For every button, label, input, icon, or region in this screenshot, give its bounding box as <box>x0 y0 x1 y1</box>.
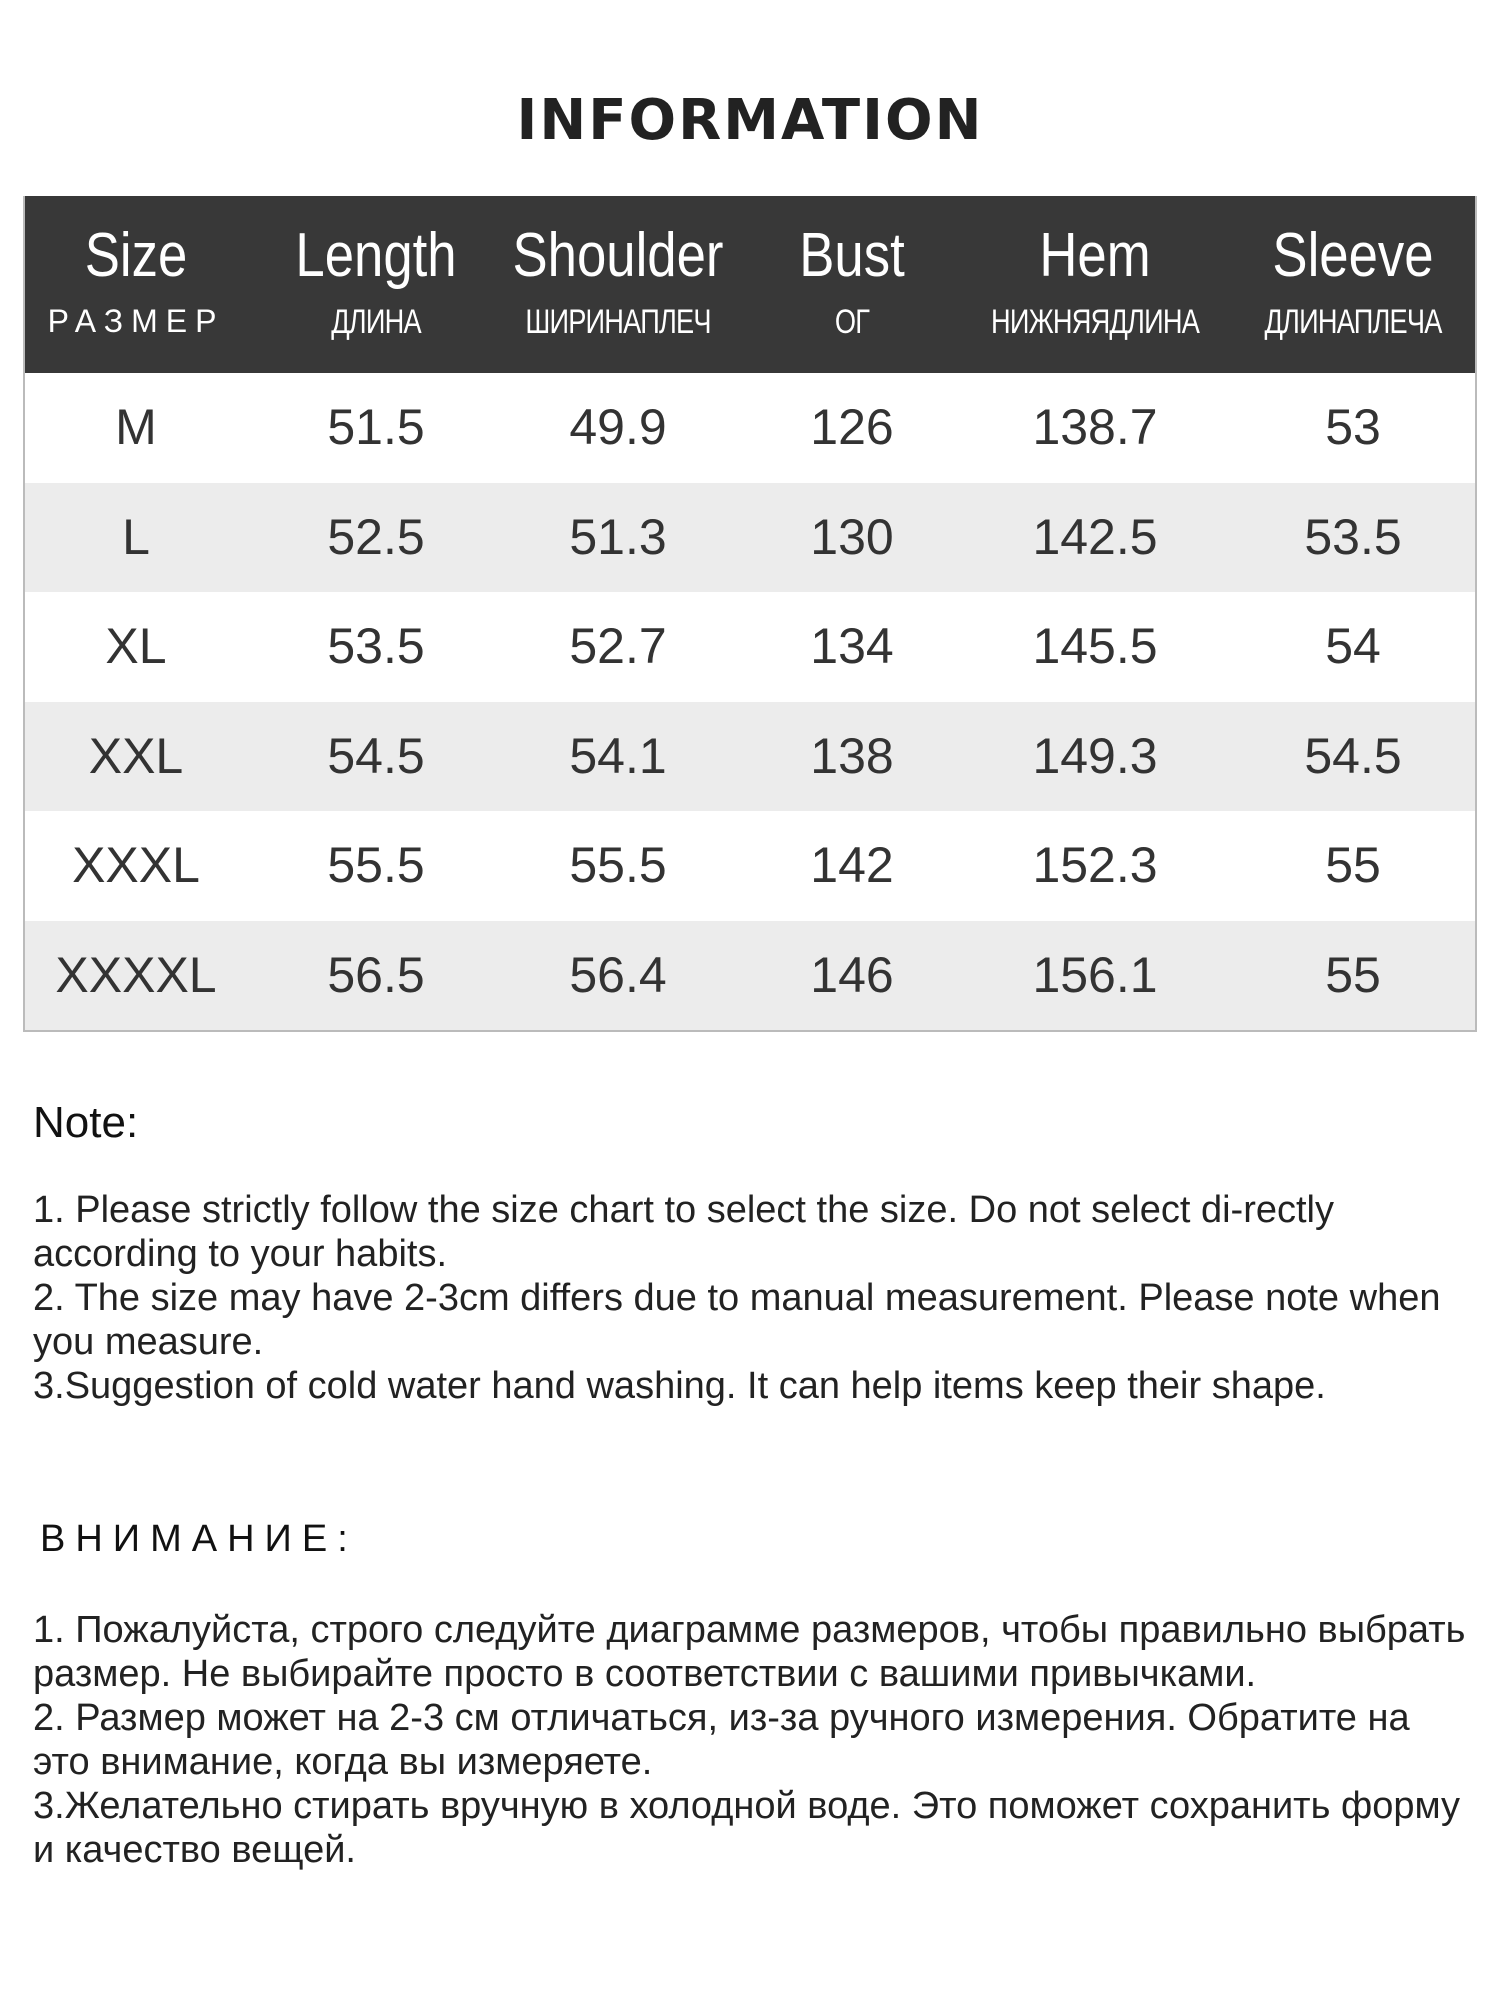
table-row: XL 53.5 52.7 134 145.5 54 <box>25 592 1475 702</box>
table-cell: 152.3 <box>1032 837 1158 893</box>
table-cell: 53 <box>1325 399 1381 455</box>
column-header: Sleeve ДЛИНАПЛЕЧА <box>1223 196 1483 342</box>
table-cell: 52.7 <box>569 618 667 674</box>
table-cell: 149.3 <box>1032 727 1158 784</box>
table-cell: 145.5 <box>1032 618 1158 674</box>
note-item: 2. The size may have 2-3cm differs due t… <box>33 1277 1441 1363</box>
table-cell: 54.5 <box>1304 727 1402 784</box>
table-cell: 142 <box>810 837 894 893</box>
column-header-en: Sleeve <box>1272 221 1434 290</box>
column-header-en: Hem <box>1039 221 1151 290</box>
page-title: INFORMATION <box>516 88 984 153</box>
column-header: Bust ОГ <box>722 196 982 342</box>
column-header-en: Length <box>295 221 457 290</box>
table-row: XXXXL 56.5 56.4 146 156.1 55 <box>25 920 1475 1030</box>
table-cell: 54.1 <box>569 727 667 784</box>
table-cell: 54 <box>1325 618 1381 674</box>
table-cell: 52.5 <box>327 508 425 565</box>
table-cell: XXL <box>88 727 184 784</box>
note-ru-item: 3.Желательно стирать вручную в холодной … <box>33 1785 1461 1871</box>
note-ru-heading: ВНИМАНИЕ: <box>40 1518 358 1560</box>
table-cell: XL <box>105 618 167 674</box>
table-cell: 55.5 <box>569 837 667 893</box>
table-cell: L <box>122 508 150 565</box>
column-header-ru: НИЖНЯЯДЛИНА <box>991 303 1200 341</box>
column-header-ru: ШИРИНАПЛЕЧ <box>525 303 711 341</box>
table-cell: 49.9 <box>569 399 667 455</box>
note-list: 1. Please strictly follow the size chart… <box>33 1188 1473 1408</box>
table-row: XXXL 55.5 55.5 142 152.3 55 <box>25 811 1475 921</box>
table-cell: 51.3 <box>569 508 667 565</box>
column-header-ru: ДЛИНА <box>331 303 421 341</box>
table-cell: 138.7 <box>1032 399 1158 455</box>
column-header-en: Shoulder <box>512 221 724 290</box>
column-header-ru: ОГ <box>834 303 870 341</box>
table-cell: M <box>115 399 157 455</box>
table-cell: 134 <box>810 618 894 674</box>
table-header: Size РАЗМЕР Length ДЛИНА Shoulder ШИРИНАПЛЕЧ B… <box>25 196 1475 373</box>
table-cell: 55.5 <box>327 837 425 893</box>
column-header: Size РАЗМЕР <box>6 196 266 340</box>
table-cell: 138 <box>810 727 894 784</box>
table-cell: XXXXL <box>55 946 217 1003</box>
table-row: M 51.5 49.9 126 138.7 53 <box>25 373 1475 483</box>
table-cell: 146 <box>810 946 894 1003</box>
table-cell: 54.5 <box>327 727 425 784</box>
column-header-en: Bust <box>799 221 905 290</box>
table-cell: 156.1 <box>1032 946 1158 1003</box>
note-item: 1. Please strictly follow the size chart… <box>33 1189 1334 1275</box>
column-header-en: Size <box>84 221 188 290</box>
note-heading: Note: <box>33 1098 139 1147</box>
table-cell: 55 <box>1325 946 1381 1003</box>
column-header: Length ДЛИНА <box>246 196 506 342</box>
note-item: 3.Suggestion of cold water hand washing.… <box>33 1365 1326 1407</box>
note-ru-item: 1. Пожалуйста, строго следуйте диаграмме… <box>33 1609 1466 1695</box>
table-cell: 56.4 <box>569 946 667 1003</box>
column-header: Hem НИЖНЯЯДЛИНА <box>965 196 1225 342</box>
column-header-ru: РАЗМЕР <box>47 303 225 339</box>
size-chart-table: Size РАЗМЕР Length ДЛИНА Shoulder ШИРИНАПЛЕЧ B… <box>23 196 1477 1032</box>
table-row: L 52.5 51.3 130 142.5 53.5 <box>25 482 1475 592</box>
table-cell: 126 <box>810 399 894 455</box>
table-cell: 56.5 <box>327 946 425 1003</box>
note-ru-item: 2. Размер может на 2-3 см отличаться, из… <box>33 1697 1410 1783</box>
column-header: Shoulder ШИРИНАПЛЕЧ <box>488 196 748 342</box>
table-cell: 53.5 <box>1304 508 1402 565</box>
table-cell: 130 <box>810 508 894 565</box>
table-row: XXL 54.5 54.1 138 149.3 54.5 <box>25 701 1475 811</box>
table-cell: 53.5 <box>327 618 425 674</box>
table-cell: 51.5 <box>327 399 425 455</box>
table-cell: XXXL <box>72 837 200 893</box>
note-ru-list: 1. Пожалуйста, строго следуйте диаграмме… <box>33 1608 1473 1872</box>
table-cell: 142.5 <box>1032 508 1158 565</box>
table-cell: 55 <box>1325 837 1381 893</box>
column-header-ru: ДЛИНАПЛЕЧА <box>1264 303 1442 341</box>
